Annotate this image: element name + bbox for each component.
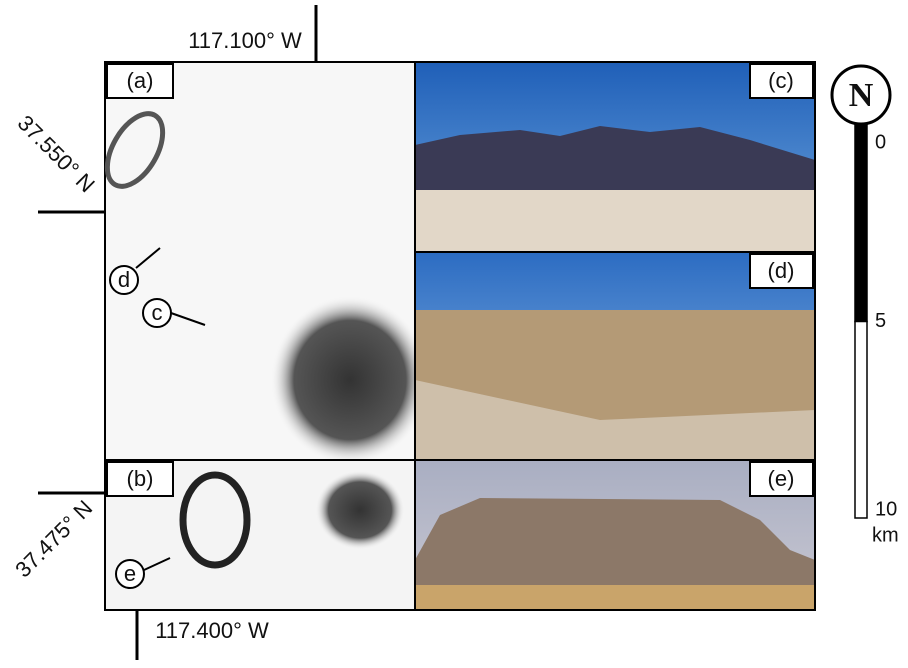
- scale-tick-label: 0: [875, 131, 886, 153]
- scale-tick-label: 5: [875, 310, 886, 332]
- photo-playa: [415, 190, 815, 252]
- figure: (a) (b) (c) (d) (e) d c e 117.100° W 37.…: [0, 0, 908, 663]
- scale-segment: [855, 125, 867, 322]
- panel-label: (e): [768, 466, 795, 491]
- marker-label: e: [124, 561, 136, 586]
- panel-label: (c): [768, 68, 794, 93]
- latitude-label: 37.475° N: [10, 495, 97, 582]
- panel-label: (b): [127, 466, 154, 491]
- longitude-label: 117.400° W: [155, 618, 269, 643]
- map-relief: [315, 470, 405, 550]
- longitude-label: 117.100° W: [188, 28, 302, 53]
- panel-label: (d): [768, 258, 795, 283]
- marker-label: c: [152, 300, 163, 325]
- scale-unit: km: [872, 524, 899, 546]
- scale-segment: [855, 322, 867, 519]
- latitude-label: 37.550° N: [13, 110, 100, 197]
- marker-label: d: [118, 267, 130, 292]
- scale-tick-label: 10: [875, 498, 897, 520]
- map-relief: [270, 295, 430, 465]
- photo-ground: [415, 585, 815, 610]
- panel-label: (a): [127, 68, 154, 93]
- north-label: N: [849, 77, 874, 114]
